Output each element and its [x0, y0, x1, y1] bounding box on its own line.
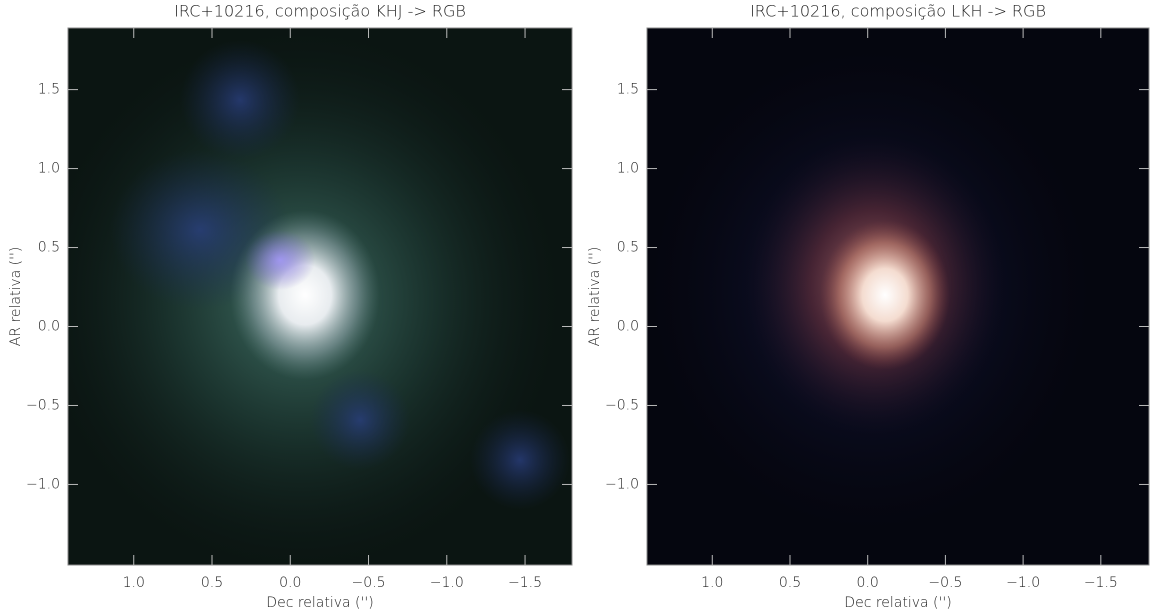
- y-tick-label: 1.5: [617, 82, 639, 98]
- x-axis-label: Dec relativa (''): [844, 595, 951, 611]
- y-tick-label: 0.5: [617, 240, 639, 256]
- x-axis-label: Dec relativa (''): [266, 595, 373, 611]
- x-tick-label: −1.5: [508, 575, 542, 591]
- y-tick-label: 1.0: [38, 161, 60, 177]
- y-tick-label: 0.5: [38, 240, 60, 256]
- chart-title: IRC+10216, composição KHJ -> RGB: [174, 2, 466, 21]
- y-tick-label: −0.5: [26, 397, 60, 413]
- y-tick-label: 0.0: [617, 319, 639, 335]
- y-axis-label: AR relativa (''): [587, 247, 603, 347]
- y-tick-label: 1.5: [38, 82, 60, 98]
- y-tick-label: −1.0: [26, 476, 60, 492]
- x-tick-label: 0.5: [779, 575, 801, 591]
- x-tick-label: 1.0: [701, 575, 723, 591]
- y-axis-label: AR relativa (''): [8, 247, 24, 347]
- x-tick-label: 0.0: [857, 575, 879, 591]
- chart-title: IRC+10216, composição LKH -> RGB: [750, 2, 1046, 21]
- x-tick-label: −0.5: [928, 575, 962, 591]
- x-tick-label: 1.0: [123, 575, 145, 591]
- x-tick-label: −1.0: [430, 575, 464, 591]
- x-tick-label: 0.5: [201, 575, 223, 591]
- y-tick-label: 1.0: [617, 161, 639, 177]
- y-tick-label: −1.0: [605, 476, 639, 492]
- y-tick-label: 0.0: [38, 319, 60, 335]
- image-khj: [40, 28, 572, 570]
- x-tick-label: −0.5: [352, 575, 386, 591]
- x-tick-label: −1.0: [1006, 575, 1040, 591]
- x-tick-label: −1.5: [1084, 575, 1118, 591]
- image-lkh: [647, 28, 1149, 565]
- x-tick-label: 0.0: [279, 575, 301, 591]
- y-tick-label: −0.5: [605, 397, 639, 413]
- figure: IRC+10216, composição KHJ -> RGB Dec rela…: [0, 0, 1150, 616]
